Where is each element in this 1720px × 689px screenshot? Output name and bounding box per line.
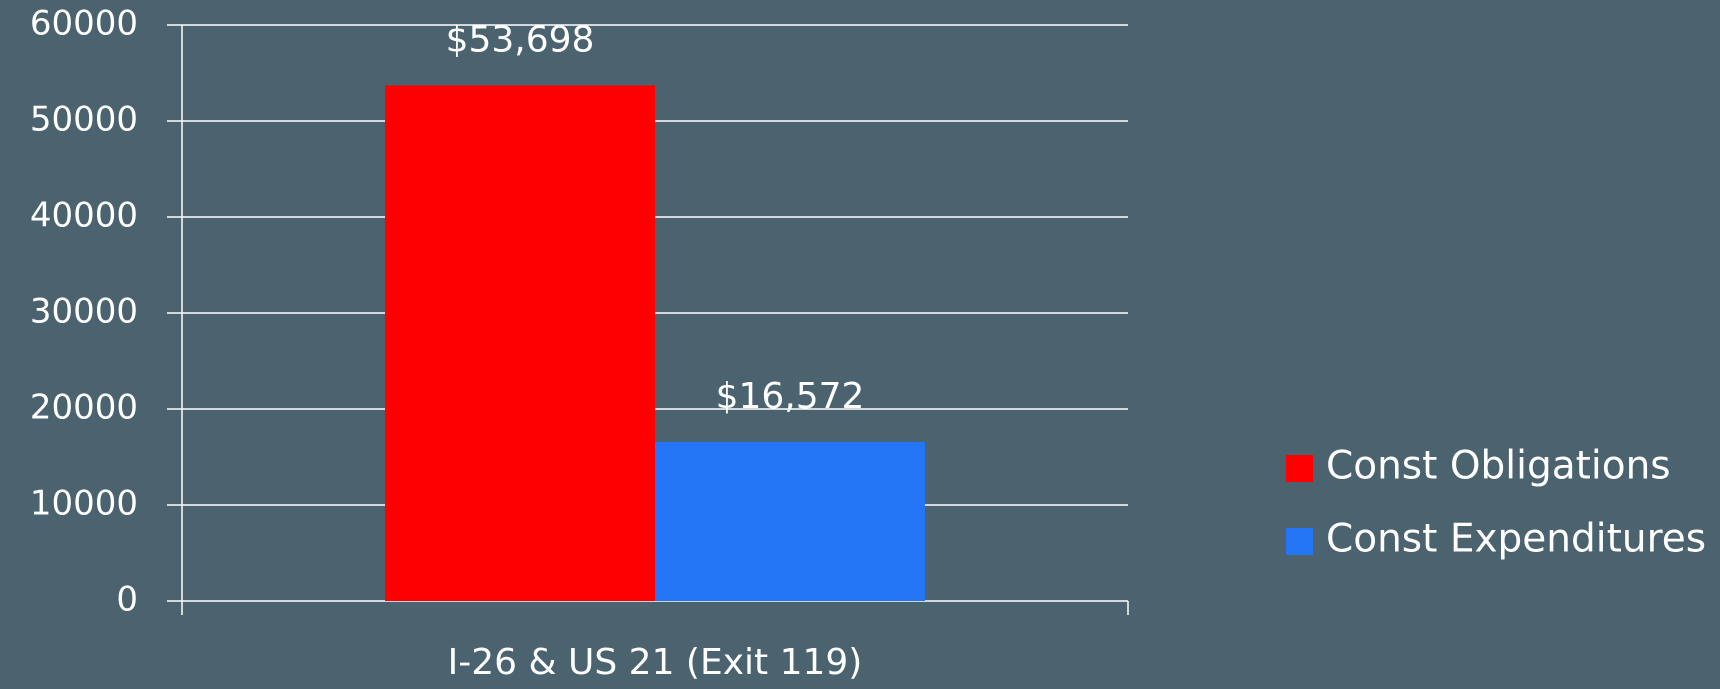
data-label: $16,572 xyxy=(716,376,865,417)
y-tick-label: 30000 xyxy=(30,292,138,332)
y-tick-label: 10000 xyxy=(30,484,138,524)
data-label: $53,698 xyxy=(446,19,595,60)
y-tick-label: 50000 xyxy=(30,100,138,140)
y-tick-label: 0 xyxy=(116,580,138,620)
bar xyxy=(655,441,925,601)
y-tick-label: 60000 xyxy=(30,4,138,44)
legend-label: Const Expenditures xyxy=(1326,517,1706,562)
y-tick-label: 40000 xyxy=(30,196,138,236)
legend-swatch xyxy=(1286,455,1313,482)
bar xyxy=(385,85,655,601)
legend-label: Const Obligations xyxy=(1326,444,1671,489)
y-tick-label: 20000 xyxy=(30,388,138,428)
legend-swatch xyxy=(1286,528,1313,555)
x-tick-label: I-26 & US 21 (Exit 119) xyxy=(448,642,863,683)
